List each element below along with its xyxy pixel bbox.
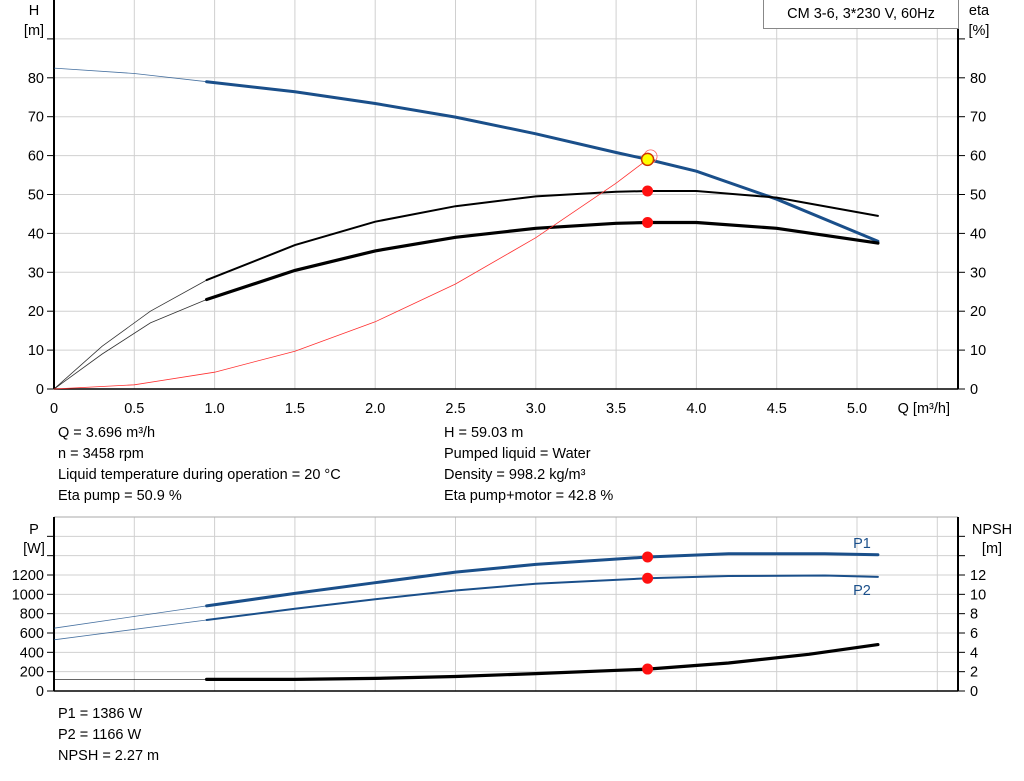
duty-point-eta-pump <box>642 185 654 197</box>
chart-title-box: CM 3-6, 3*230 V, 60Hz <box>763 0 959 29</box>
x-tick-label: 2.0 <box>365 401 385 417</box>
y-axis-label-left: P <box>29 522 39 538</box>
info-eta-pump: Eta pump = 50.9 % <box>58 488 182 504</box>
y-tick-label-left: 70 <box>28 110 44 126</box>
y-tick-label-right: 4 <box>970 645 978 661</box>
info-p1: P1 = 1386 W <box>58 706 143 722</box>
chart-title: CM 3-6, 3*230 V, 60Hz <box>787 6 935 22</box>
y-tick-label-right: 2 <box>970 665 978 681</box>
eta-pump-curve <box>205 190 879 282</box>
x-tick-label: 1.0 <box>205 401 225 417</box>
y-tick-label-left: 10 <box>28 343 44 359</box>
eta-pump-motor-curve <box>205 220 880 302</box>
duty-point-eta-total <box>642 217 654 229</box>
y-tick-label-left: 40 <box>28 226 44 242</box>
NPSH-curve <box>205 643 880 681</box>
info-density: Density = 998.2 kg/m³ <box>444 467 586 483</box>
y-tick-label-left: 30 <box>28 265 44 281</box>
info-bottom: P1 = 1386 W P2 = 1166 W NPSH = 2.27 m <box>58 704 159 767</box>
head-curve-extrapolated <box>53 67 207 83</box>
x-axis-label: Q [m³/h] <box>898 401 950 417</box>
y-axis-label-right: NPSH <box>972 522 1012 538</box>
P1-curve-extrapolated <box>53 605 207 629</box>
x-tick-label: 2.5 <box>445 401 465 417</box>
y-tick-label-right: 0 <box>970 382 978 398</box>
head-curve <box>205 80 880 243</box>
eta-pump-motor-curve-extrapolated <box>53 299 207 390</box>
y-tick-label-right: 50 <box>970 188 986 204</box>
P2-curve-extrapolated <box>53 619 207 641</box>
y-tick-label-right: 10 <box>970 587 986 603</box>
x-tick-label: 0 <box>50 401 58 417</box>
y-tick-label-right: 70 <box>970 110 986 126</box>
y-tick-label-right: 60 <box>970 149 986 165</box>
y-tick-label-left: 1200 <box>12 568 44 584</box>
x-tick-label: 3.5 <box>606 401 626 417</box>
y-axis-unit-left: [m] <box>24 23 44 39</box>
y-tick-label-left: 50 <box>28 188 44 204</box>
y-tick-label-right: 30 <box>970 265 986 281</box>
y-tick-label-right: 6 <box>970 626 978 642</box>
info-left: Q = 3.696 m³/h n = 3458 rpm Liquid tempe… <box>58 423 341 507</box>
y-axis-unit-left: [W] <box>23 541 45 557</box>
duty-point-p2 <box>642 572 654 584</box>
y-tick-label-right: 80 <box>970 71 986 87</box>
system-curve-curve <box>53 159 648 390</box>
info-right: H = 59.03 m Pumped liquid = Water Densit… <box>444 423 613 507</box>
info-temperature: Liquid temperature during operation = 20… <box>58 467 341 483</box>
y-tick-label-left: 0 <box>36 382 44 398</box>
y-tick-label-left: 400 <box>20 645 44 661</box>
y-axis-unit-right: [%] <box>969 23 990 39</box>
y-axis-label-right: eta <box>969 3 990 19</box>
info-speed: n = 3458 rpm <box>58 446 144 462</box>
y-tick-label-left: 0 <box>36 684 44 700</box>
x-tick-label: 1.5 <box>285 401 305 417</box>
duty-point-head <box>640 152 655 167</box>
y-tick-label-right: 12 <box>970 568 986 584</box>
y-tick-label-right: 20 <box>970 304 986 320</box>
y-tick-label-right: 40 <box>970 226 986 242</box>
x-tick-label: 3.0 <box>526 401 546 417</box>
info-npsh: NPSH = 2.27 m <box>58 748 160 764</box>
eta-pump-curve-extrapolated <box>53 279 207 390</box>
duty-point-npsh <box>642 663 654 675</box>
y-axis-unit-right: [m] <box>982 541 1002 557</box>
y-tick-label-left: 600 <box>20 626 44 642</box>
y-tick-label-left: 1000 <box>12 587 44 603</box>
info-liquid: Pumped liquid = Water <box>444 446 591 462</box>
x-tick-label: 0.5 <box>124 401 144 417</box>
P1-curve <box>205 552 880 608</box>
info-p2: P2 = 1166 W <box>58 727 142 743</box>
x-tick-label: 4.5 <box>767 401 787 417</box>
duty-point-p1 <box>642 551 654 563</box>
series-label-p1: P1 <box>853 536 871 552</box>
info-flow: Q = 3.696 m³/h <box>58 425 156 441</box>
x-tick-label: 5.0 <box>847 401 867 417</box>
y-tick-label-left: 800 <box>20 607 44 623</box>
P2-curve <box>205 574 879 621</box>
y-tick-label-left: 60 <box>28 149 44 165</box>
x-tick-label: 4.0 <box>686 401 706 417</box>
y-tick-label-right: 0 <box>970 684 978 700</box>
info-head: H = 59.03 m <box>444 425 524 441</box>
y-tick-label-right: 8 <box>970 607 978 623</box>
series-label-p2: P2 <box>853 583 871 599</box>
y-tick-label-left: 200 <box>20 665 44 681</box>
y-axis-label-left: H <box>29 3 39 19</box>
y-tick-label-left: 20 <box>28 304 44 320</box>
info-eta-total: Eta pump+motor = 42.8 % <box>444 488 614 504</box>
y-tick-label-left: 80 <box>28 71 44 87</box>
y-tick-label-right: 10 <box>970 343 986 359</box>
